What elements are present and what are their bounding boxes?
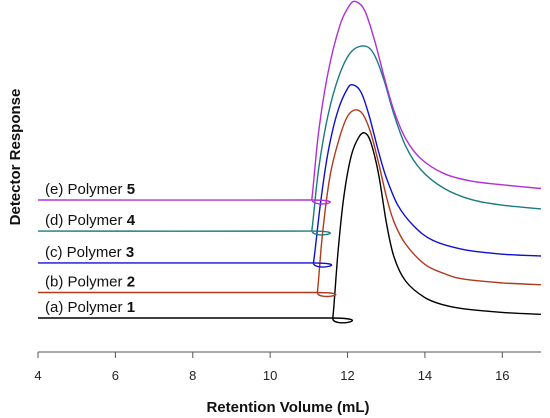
x-tick-label: 16 [495,368,509,383]
x-axis-title: Retention Volume (mL) [206,399,369,416]
x-tick-label: 6 [112,368,119,383]
series-label-1: (a) Polymer 1 [45,299,135,316]
series-label-2: (b) Polymer 2 [45,273,135,290]
x-tick-label: 10 [263,368,277,383]
x-tick-label: 8 [189,368,196,383]
y-axis-title: Detector Response [7,89,24,226]
series-line-5 [37,0,542,205]
x-tick-label: 4 [34,368,41,383]
series-line-1 [38,131,542,324]
series-label-4: (d) Polymer 4 [45,212,136,229]
plot-area [37,0,542,324]
x-tick-label: 14 [418,368,432,383]
series-labels: (a) Polymer 1 (b) Polymer 2 (c) Polymer 3 (… [45,181,136,316]
series-line-4 [37,45,542,236]
series-line-3 [37,83,542,268]
series-label-3: (c) Polymer 3 [45,244,134,261]
x-tick-label: 12 [340,368,354,383]
series-label-5: (e) Polymer 5 [45,181,135,198]
x-axis-ticks: 4 6 8 10 12 14 16 [34,352,510,383]
series-line-2 [38,109,542,298]
